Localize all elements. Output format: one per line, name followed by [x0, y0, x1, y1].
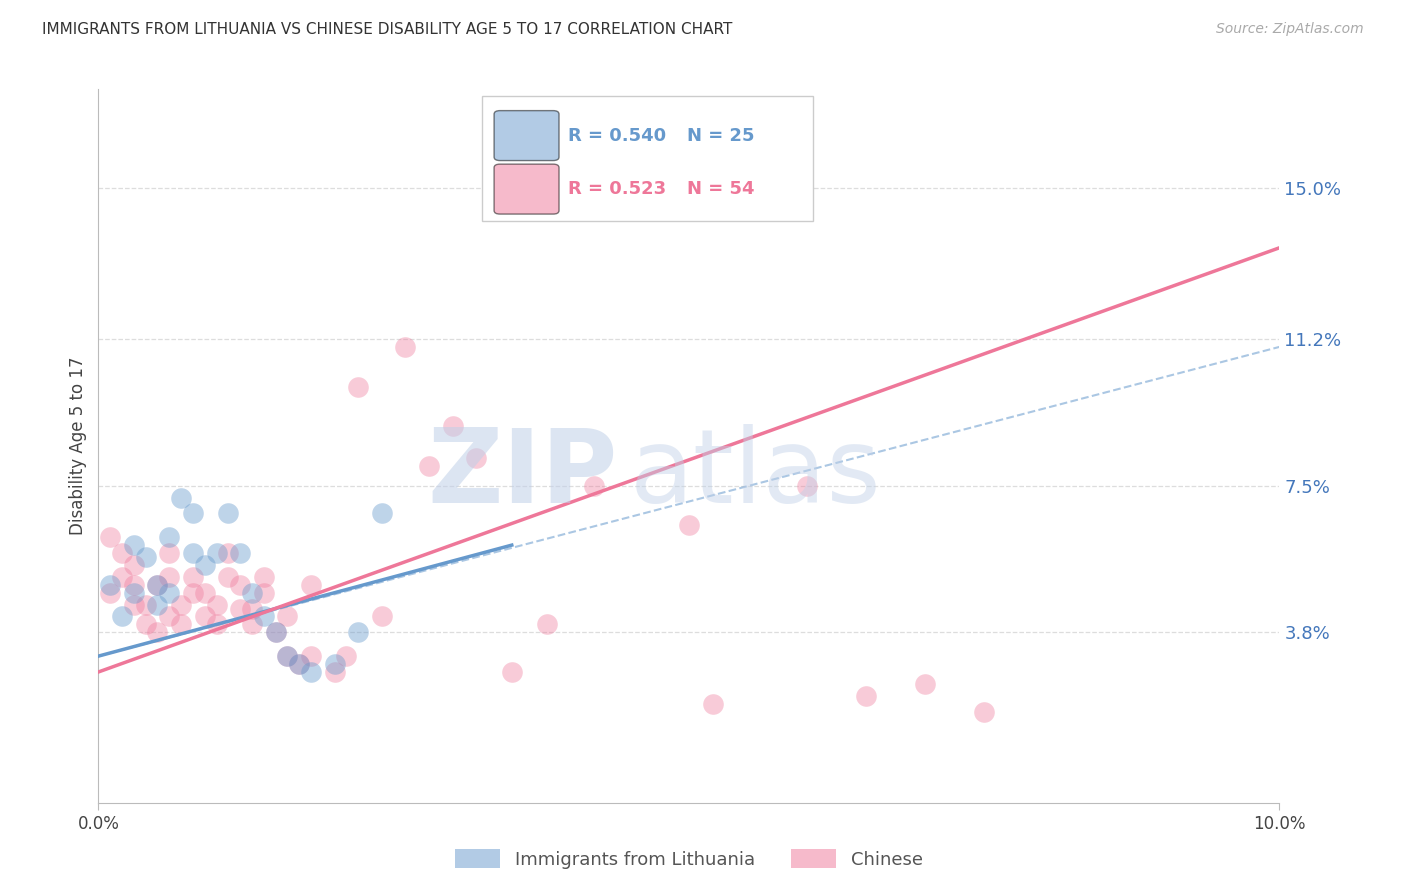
Point: [299, 578, 322, 592]
FancyBboxPatch shape: [494, 111, 560, 161]
Point: [702, 697, 724, 711]
Point: [98, 585, 121, 599]
Point: [122, 585, 145, 599]
Point: [122, 578, 145, 592]
Point: [98, 578, 121, 592]
Point: [240, 601, 263, 615]
Point: [323, 657, 346, 671]
Point: [205, 617, 228, 632]
Point: [157, 585, 180, 599]
Legend: Immigrants from Lithuania, Chinese: Immigrants from Lithuania, Chinese: [449, 842, 929, 876]
Text: ZIP: ZIP: [427, 424, 619, 525]
Point: [240, 617, 263, 632]
Point: [217, 507, 239, 521]
Point: [229, 578, 252, 592]
Text: IMMIGRANTS FROM LITHUANIA VS CHINESE DISABILITY AGE 5 TO 17 CORRELATION CHART: IMMIGRANTS FROM LITHUANIA VS CHINESE DIS…: [42, 22, 733, 37]
Point: [122, 538, 145, 552]
Point: [217, 570, 239, 584]
Point: [146, 578, 169, 592]
Point: [229, 546, 252, 560]
Point: [98, 530, 121, 544]
Point: [253, 585, 276, 599]
Point: [323, 665, 346, 679]
Point: [194, 585, 217, 599]
Point: [157, 609, 180, 624]
Point: [217, 546, 239, 560]
Point: [122, 598, 145, 612]
Point: [146, 625, 169, 640]
Point: [299, 649, 322, 664]
Point: [560, 181, 582, 195]
Point: [335, 649, 357, 664]
Point: [146, 598, 169, 612]
Point: [276, 649, 298, 664]
Text: N = 54: N = 54: [686, 180, 754, 198]
Text: atlas: atlas: [630, 424, 882, 525]
Point: [135, 617, 157, 632]
Point: [135, 598, 157, 612]
Text: Source: ZipAtlas.com: Source: ZipAtlas.com: [1216, 22, 1364, 37]
Point: [418, 458, 440, 473]
Point: [583, 478, 606, 492]
Point: [170, 617, 193, 632]
Point: [111, 570, 134, 584]
Point: [205, 598, 228, 612]
Point: [264, 625, 287, 640]
Point: [264, 625, 287, 640]
Point: [111, 546, 134, 560]
Point: [394, 340, 416, 354]
Point: [371, 609, 394, 624]
Point: [299, 665, 322, 679]
Point: [973, 705, 995, 719]
Text: R = 0.540: R = 0.540: [568, 127, 666, 145]
Point: [240, 585, 263, 599]
Point: [253, 570, 276, 584]
Point: [371, 507, 394, 521]
Point: [536, 617, 558, 632]
Text: R = 0.523: R = 0.523: [568, 180, 666, 198]
Point: [796, 478, 818, 492]
Point: [347, 379, 370, 393]
Point: [170, 491, 193, 505]
Text: N = 25: N = 25: [686, 127, 754, 145]
Point: [288, 657, 311, 671]
Point: [181, 507, 204, 521]
Y-axis label: Disability Age 5 to 17: Disability Age 5 to 17: [69, 357, 87, 535]
Point: [347, 625, 370, 640]
Point: [465, 450, 488, 465]
Point: [194, 609, 217, 624]
Point: [181, 546, 204, 560]
Point: [135, 549, 157, 564]
Point: [276, 609, 298, 624]
Point: [181, 570, 204, 584]
Point: [276, 649, 298, 664]
Point: [855, 689, 877, 703]
Point: [253, 609, 276, 624]
Point: [914, 677, 936, 691]
Point: [170, 598, 193, 612]
Point: [288, 657, 311, 671]
Point: [157, 546, 180, 560]
FancyBboxPatch shape: [494, 164, 560, 214]
Point: [157, 530, 180, 544]
Point: [122, 558, 145, 572]
Point: [501, 665, 523, 679]
Point: [157, 570, 180, 584]
Point: [111, 609, 134, 624]
Point: [678, 518, 700, 533]
Point: [441, 419, 464, 434]
Point: [205, 546, 228, 560]
FancyBboxPatch shape: [482, 96, 813, 221]
Point: [146, 578, 169, 592]
Point: [194, 558, 217, 572]
Point: [229, 601, 252, 615]
Point: [181, 585, 204, 599]
